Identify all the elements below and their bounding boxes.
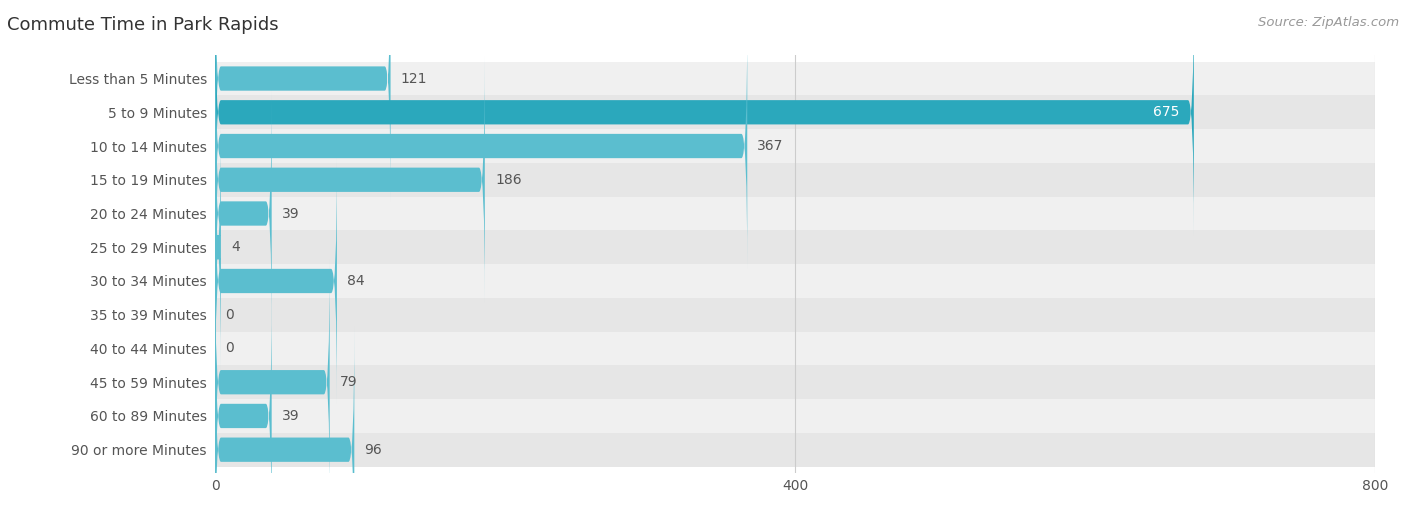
Text: 0: 0 xyxy=(225,308,233,322)
Bar xyxy=(215,129,1375,163)
FancyBboxPatch shape xyxy=(215,259,329,505)
Bar xyxy=(215,95,1375,129)
Text: 0: 0 xyxy=(225,342,233,356)
Bar xyxy=(215,332,1375,366)
Text: 79: 79 xyxy=(340,375,357,389)
Bar xyxy=(215,62,1375,95)
FancyBboxPatch shape xyxy=(215,327,354,523)
Bar xyxy=(215,197,1375,230)
Bar xyxy=(215,399,1375,433)
Bar xyxy=(215,163,1375,197)
FancyBboxPatch shape xyxy=(215,57,485,303)
Bar xyxy=(215,230,1375,264)
FancyBboxPatch shape xyxy=(215,124,221,370)
Text: 4: 4 xyxy=(231,240,240,254)
FancyBboxPatch shape xyxy=(215,0,391,201)
Text: 367: 367 xyxy=(758,139,783,153)
FancyBboxPatch shape xyxy=(215,90,271,336)
Bar xyxy=(215,264,1375,298)
FancyBboxPatch shape xyxy=(215,293,271,523)
Bar xyxy=(215,366,1375,399)
Text: 39: 39 xyxy=(281,207,299,221)
FancyBboxPatch shape xyxy=(215,158,337,404)
FancyBboxPatch shape xyxy=(215,23,747,269)
Text: 39: 39 xyxy=(281,409,299,423)
Text: 675: 675 xyxy=(1153,105,1180,119)
Text: 186: 186 xyxy=(495,173,522,187)
Text: 121: 121 xyxy=(401,72,427,86)
FancyBboxPatch shape xyxy=(215,0,1194,235)
Text: 96: 96 xyxy=(364,442,382,457)
Text: Commute Time in Park Rapids: Commute Time in Park Rapids xyxy=(7,16,278,33)
Bar xyxy=(215,298,1375,332)
Text: Source: ZipAtlas.com: Source: ZipAtlas.com xyxy=(1258,16,1399,29)
Text: 84: 84 xyxy=(347,274,364,288)
Bar xyxy=(215,433,1375,467)
